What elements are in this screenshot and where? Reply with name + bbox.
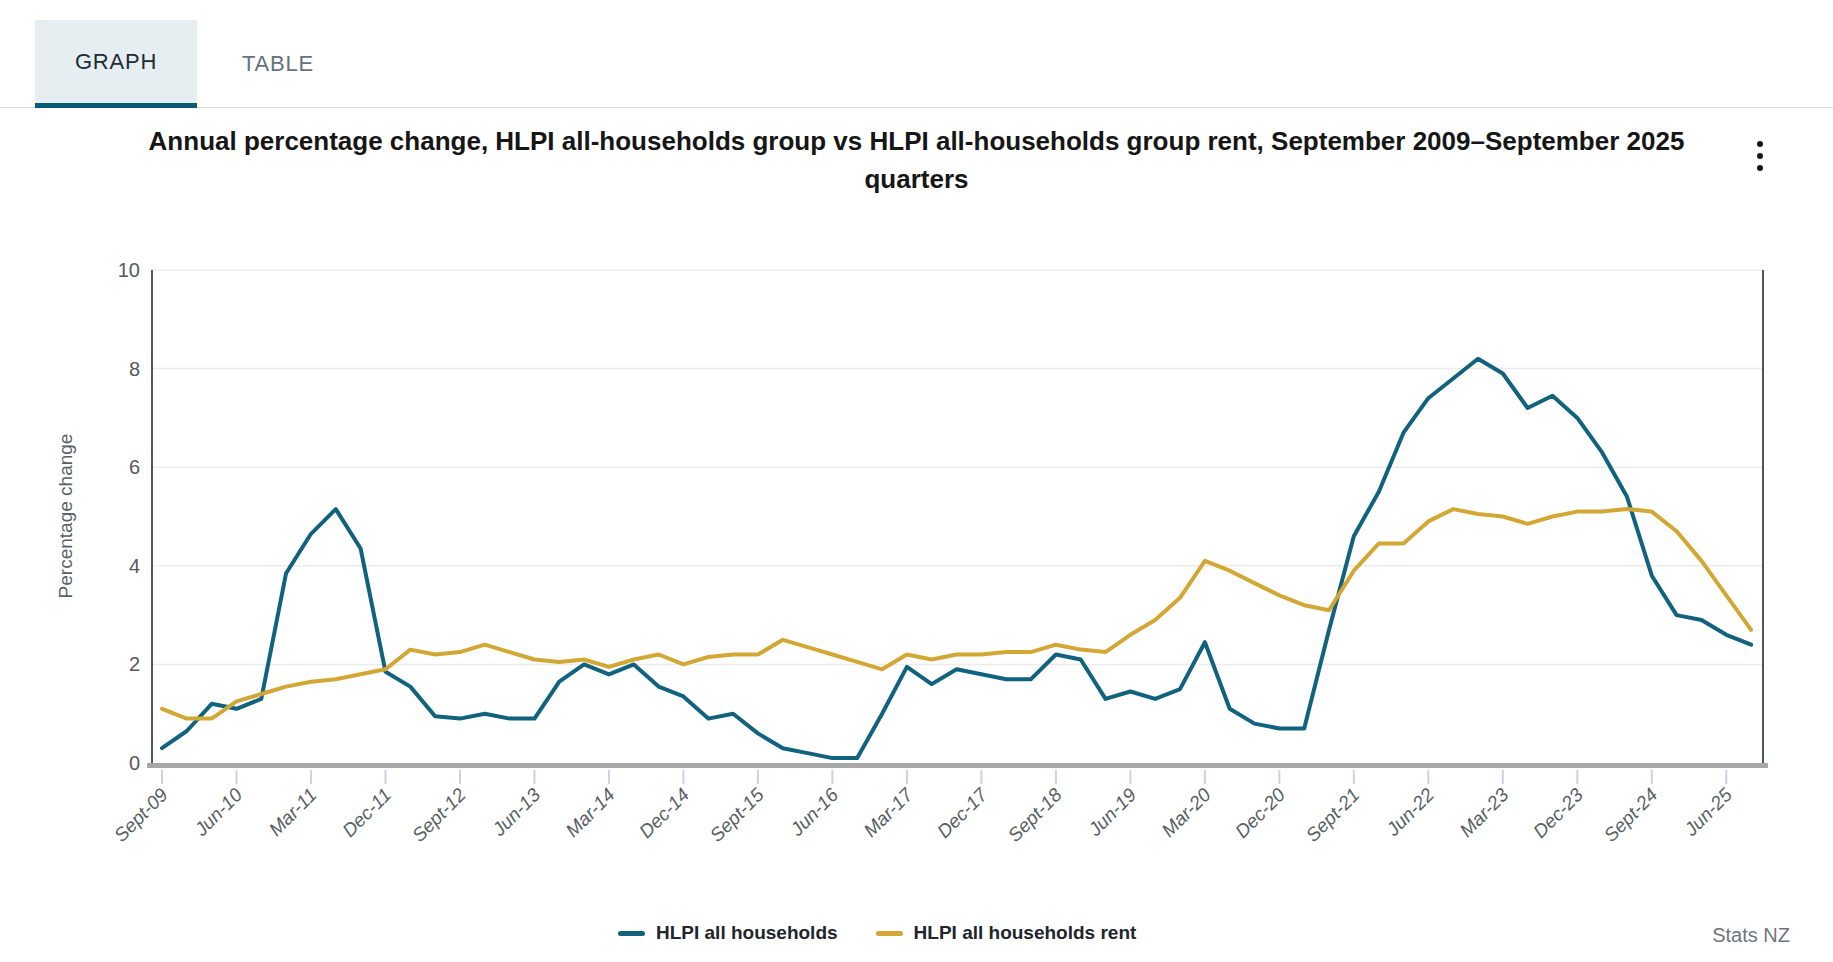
stats-nz-credit: Stats NZ bbox=[1712, 924, 1790, 947]
y-axis-title: Percentage change bbox=[55, 434, 76, 599]
x-axis-tick-label: Jun-22 bbox=[1382, 784, 1439, 841]
y-axis-tick-label: 10 bbox=[118, 259, 140, 281]
series-line-hlpi-all-households-rent[interactable] bbox=[162, 509, 1751, 718]
x-axis-tick-label: Sept-18 bbox=[1004, 784, 1066, 846]
legend-label: HLPI all households rent bbox=[914, 922, 1137, 944]
title-row: Annual percentage change, HLPI all-house… bbox=[0, 122, 1833, 206]
tab-bar: GRAPH TABLE bbox=[0, 20, 1833, 108]
kebab-menu-icon[interactable] bbox=[1755, 136, 1765, 176]
legend-label: HLPI all households bbox=[656, 922, 838, 944]
x-axis-tick-label: Mar-14 bbox=[562, 784, 619, 841]
y-axis-tick-label: 6 bbox=[129, 456, 140, 478]
x-axis-tick-label: Dec-23 bbox=[1529, 784, 1587, 842]
chart-area: 0 2 4 6 8 10 Sept-09 Jun-10 Mar-11 Dec-11Sept-12 J… bbox=[0, 208, 1833, 962]
x-axis-tick-label: Mar-17 bbox=[860, 783, 918, 841]
chart-canvas: 0 2 4 6 8 10 Sept-09 Jun-10 Mar-11 Dec-11Sept-12 J… bbox=[0, 208, 1833, 962]
x-axis-tick-label: Sept-21 bbox=[1302, 784, 1364, 846]
x-axis-tick-label: Sept-09 bbox=[110, 784, 172, 846]
y-axis-tick-label: 8 bbox=[129, 358, 140, 380]
x-axis-tick-label: Sept-12 bbox=[408, 784, 470, 846]
x-axis-tick-label: Jun-10 bbox=[190, 784, 247, 841]
chart-title: Annual percentage change, HLPI all-house… bbox=[112, 122, 1721, 198]
legend-item-hlpi-all-households[interactable]: HLPI all households bbox=[618, 922, 838, 944]
series-line-hlpi-all-households[interactable] bbox=[162, 359, 1751, 758]
legend: HLPI all households HLPI all households … bbox=[618, 922, 1136, 944]
legend-item-hlpi-all-households-rent[interactable]: HLPI all households rent bbox=[876, 922, 1137, 944]
x-axis-tick-label: Jun-13 bbox=[488, 784, 545, 841]
x-axis-tick-label: Dec-14 bbox=[635, 784, 693, 842]
x-axis-tick-label: Mar-23 bbox=[1455, 784, 1512, 841]
x-axis-tick-label: Sept-15 bbox=[706, 784, 768, 846]
y-axis-tick-label: 4 bbox=[129, 555, 140, 577]
x-axis-tick-label: Sept-24 bbox=[1600, 784, 1662, 846]
x-axis-tick-label: Dec-17 bbox=[933, 783, 992, 842]
y-axis-tick-label: 2 bbox=[129, 653, 140, 675]
tab-table[interactable]: TABLE bbox=[197, 20, 359, 108]
y-axis-tick-label: 0 bbox=[129, 752, 140, 774]
legend-swatch-gold bbox=[876, 931, 903, 936]
x-axis-tick-label: Jun-16 bbox=[786, 784, 843, 841]
legend-swatch-teal bbox=[618, 931, 645, 936]
x-axis-tick-label: Dec-20 bbox=[1231, 784, 1289, 842]
x-axis-tick-label: Jun-19 bbox=[1084, 784, 1141, 841]
x-axis-tick-label: Dec-11 bbox=[338, 784, 395, 841]
tab-graph[interactable]: GRAPH bbox=[35, 20, 197, 108]
x-axis-line bbox=[147, 763, 1768, 768]
x-axis-tick-label: Mar-20 bbox=[1158, 784, 1215, 841]
x-axis-tick-label: Jun-25 bbox=[1679, 784, 1736, 841]
x-axis-tick-label: Mar-11 bbox=[265, 784, 321, 840]
